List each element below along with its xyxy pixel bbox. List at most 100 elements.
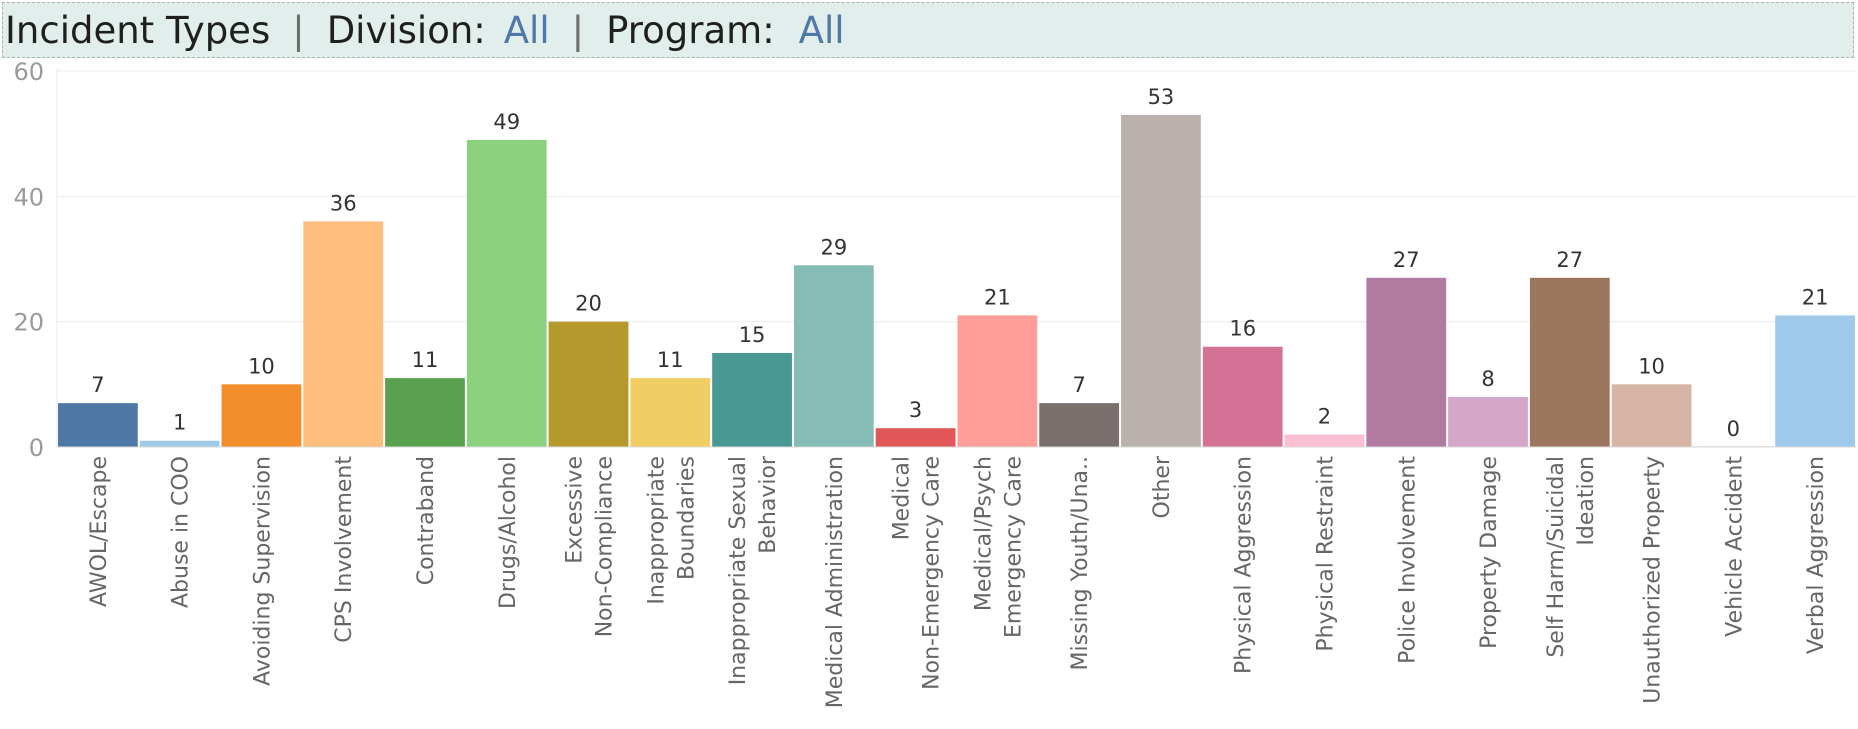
bar[interactable] <box>793 265 874 447</box>
bar[interactable] <box>548 321 629 447</box>
x-tick-label-line: Vehicle Accident <box>1722 456 1747 637</box>
bar[interactable] <box>875 428 956 447</box>
page-title: Incident Types <box>5 8 271 52</box>
bar[interactable] <box>1202 346 1283 447</box>
data-label: 27 <box>1393 248 1420 272</box>
bar[interactable] <box>1775 315 1855 447</box>
x-tick-label: Self Harm/Suicidal Ideation <box>1544 456 1599 658</box>
data-label: 20 <box>575 292 602 316</box>
x-tick-label-line: Non-Compliance <box>593 456 618 637</box>
data-label: 36 <box>330 191 357 215</box>
data-label: 27 <box>1556 248 1583 272</box>
x-tick-label-line: Excessive <box>563 456 588 564</box>
x-tick-label: Police Involvement <box>1395 456 1420 664</box>
bar[interactable] <box>1366 277 1447 447</box>
x-tick-label: Physical Restraint <box>1313 456 1338 652</box>
x-tick-label-line: Unauthorized Property <box>1641 456 1666 704</box>
data-label: 10 <box>1638 354 1665 378</box>
data-label: 21 <box>984 285 1011 309</box>
data-label: 29 <box>820 235 847 259</box>
x-tick-label-line: Medical/Psych <box>971 456 996 611</box>
x-tick-label-line: Physical Aggression <box>1232 456 1257 674</box>
filter-separator: | <box>571 8 585 52</box>
data-label: 7 <box>91 373 104 397</box>
title-separator: | <box>292 8 305 52</box>
x-tick-label: Excessive Non-Compliance <box>563 456 618 637</box>
bar[interactable] <box>1529 277 1610 447</box>
bar[interactable] <box>58 403 138 447</box>
x-tick-label-line: Ideation <box>1574 456 1599 546</box>
x-tick-label-line: Contraband <box>414 456 439 585</box>
x-tick-label-line: AWOL/Escape <box>87 456 112 607</box>
y-tick-label: 0 <box>29 434 44 462</box>
x-tick-label: Vehicle Accident <box>1722 456 1747 637</box>
bar[interactable] <box>1448 396 1528 447</box>
x-tick-label-line: Missing Youth/Una.. <box>1068 456 1093 670</box>
division-filter-value[interactable]: All <box>503 8 550 52</box>
data-label: 7 <box>1072 373 1085 397</box>
x-tick-label-line: Medical <box>890 456 915 540</box>
data-label: 0 <box>1727 417 1740 441</box>
data-label: 21 <box>1802 285 1829 309</box>
program-filter-value[interactable]: All <box>798 8 845 52</box>
data-label: 11 <box>412 348 439 372</box>
bar[interactable] <box>303 221 384 447</box>
data-label: 16 <box>1229 317 1256 341</box>
bar[interactable] <box>630 378 711 447</box>
x-tick-label-line: Boundaries <box>674 456 699 580</box>
bar[interactable] <box>1611 384 1692 447</box>
data-label: 11 <box>657 348 684 372</box>
x-tick-label-line: Avoiding Supervision <box>250 456 275 686</box>
division-filter-label: Division: <box>326 8 486 52</box>
data-label: 10 <box>248 354 275 378</box>
data-label: 53 <box>1148 85 1175 109</box>
x-tick-label: Avoiding Supervision <box>250 456 275 686</box>
bar[interactable] <box>221 384 302 447</box>
x-tick-label: Contraband <box>414 456 439 585</box>
data-label: 49 <box>493 110 520 134</box>
bar[interactable] <box>1121 114 1201 447</box>
bar[interactable] <box>957 315 1038 447</box>
x-tick-label-line: Inappropriate Sexual <box>726 456 751 685</box>
x-tick-label: CPS Involvement <box>332 456 357 643</box>
x-tick-label-line: Drugs/Alcohol <box>496 456 521 609</box>
x-tick-label: Other <box>1150 455 1175 518</box>
x-tick-label: Medical Administration <box>823 456 848 708</box>
x-tick-label-line: Medical Administration <box>823 456 848 708</box>
bar[interactable] <box>1039 403 1120 447</box>
bar[interactable] <box>466 139 547 447</box>
x-tick-label-line: Non-Emergency Care <box>920 456 945 690</box>
x-tick-label: Property Damage <box>1477 456 1502 649</box>
data-label: 3 <box>909 398 922 422</box>
bar[interactable] <box>139 440 220 447</box>
y-tick-label: 20 <box>13 309 44 337</box>
x-tick-label-line: Behavior <box>756 455 781 554</box>
x-tick-label-line: Verbal Aggression <box>1804 456 1829 654</box>
x-tick-label: Abuse in COO <box>169 456 194 608</box>
data-label: 8 <box>1481 367 1494 391</box>
x-tick-label: Drugs/Alcohol <box>496 456 521 609</box>
program-filter-label: Program: <box>606 8 775 52</box>
x-tick-label: Inappropriate Boundaries <box>644 456 699 605</box>
x-tick-label: Missing Youth/Una.. <box>1068 456 1093 670</box>
x-tick-label-line: Physical Restraint <box>1313 456 1338 652</box>
x-tick-label-line: CPS Involvement <box>332 456 357 643</box>
y-tick-label: 60 <box>13 58 44 86</box>
data-label: 15 <box>739 323 766 347</box>
x-tick-label-line: Police Involvement <box>1395 456 1420 664</box>
x-tick-label: Medical Non-Emergency Care <box>890 456 945 690</box>
x-tick-label-line: Other <box>1150 455 1175 518</box>
bar[interactable] <box>712 353 792 447</box>
bar[interactable] <box>1284 434 1365 447</box>
x-tick-label: AWOL/Escape <box>87 456 112 607</box>
x-tick-label: Physical Aggression <box>1232 456 1257 674</box>
x-tick-label: Unauthorized Property <box>1641 456 1666 704</box>
data-label: 2 <box>1318 404 1331 428</box>
header-bar: Incident Types | Division: All | Program… <box>2 2 1854 58</box>
x-tick-label: Verbal Aggression <box>1804 456 1829 654</box>
bar[interactable] <box>385 378 465 447</box>
x-tick-label-line: Property Damage <box>1477 456 1502 649</box>
data-label: 1 <box>173 411 186 435</box>
x-tick-label-line: Inappropriate <box>644 456 669 605</box>
